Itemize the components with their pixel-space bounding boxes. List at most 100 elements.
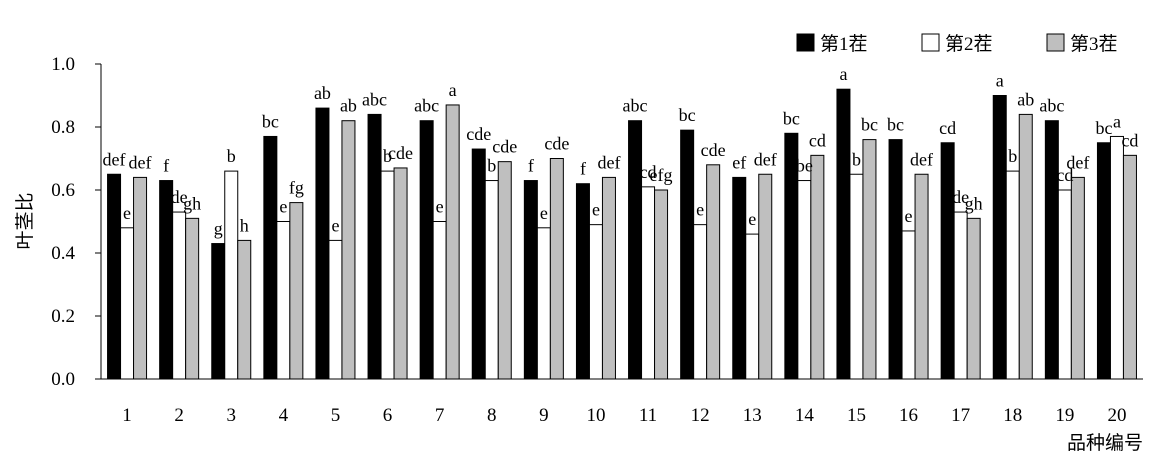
x-tick-label: 9 [539, 405, 549, 426]
significance-letter: e [279, 197, 287, 217]
significance-letter: a [839, 64, 847, 84]
significance-letter: ab [314, 83, 331, 103]
bar-3-1 [133, 176, 148, 380]
significance-letter: fg [289, 178, 304, 198]
significance-letter: cde [544, 134, 569, 154]
bar-1-3 [211, 243, 226, 380]
significance-letter: a [1113, 111, 1121, 131]
bar-2-4 [276, 221, 291, 380]
x-tick-label: 20 [1107, 405, 1126, 426]
bar-1-4 [263, 135, 278, 380]
x-axis-label: 品种编号 [1067, 432, 1143, 454]
significance-letter: e [436, 197, 444, 217]
significance-letter: e [123, 203, 131, 223]
x-tick-label: 17 [951, 405, 970, 426]
bar-1-8 [471, 148, 486, 380]
bar-2-20 [1109, 135, 1124, 380]
legend: 第1茬 第2茬 第3茬 [796, 33, 1118, 55]
bar-2-10 [588, 224, 603, 380]
significance-letter: bc [887, 115, 904, 135]
legend-swatch-series-1 [796, 33, 815, 52]
bar-1-1 [107, 173, 122, 380]
bar-1-7 [419, 120, 434, 380]
bar-2-7 [432, 221, 447, 380]
bar-2-12 [693, 224, 708, 380]
bar-3-9 [549, 158, 564, 380]
bar-3-19 [1070, 176, 1085, 380]
bars [107, 88, 1137, 380]
significance-letter: de [171, 187, 188, 207]
significance-letter: cd [809, 130, 826, 150]
significance-letter: gh [183, 193, 201, 213]
significance-letter: bc [783, 108, 800, 128]
significance-letter: cd [640, 162, 657, 182]
y-tick-label: 0.6 [51, 180, 75, 201]
significance-letter: abc [623, 96, 648, 116]
x-tick-labels: 1 2 3 4 5 6 7 8 9 10 11 12 13 14 15 16 17 18 19 20 [122, 405, 1126, 426]
x-tick-label: 6 [383, 405, 393, 426]
bar-1-5 [315, 107, 330, 380]
y-tick-label: 0.8 [51, 117, 75, 138]
bar-3-16 [914, 173, 929, 380]
x-tick-label: 14 [795, 405, 815, 426]
bar-3-6 [393, 167, 408, 380]
significance-letter: h [240, 215, 249, 235]
bar-2-1 [120, 227, 135, 380]
bar-2-16 [901, 230, 916, 380]
significance-letter: f [163, 156, 169, 176]
significance-letter: e [696, 200, 704, 220]
legend-label-series-1: 第1茬 [820, 33, 868, 55]
significance-letter: be [796, 156, 813, 176]
legend-label-series-3: 第3茬 [1070, 33, 1118, 55]
y-tick-labels: 0.0 0.2 0.4 0.6 0.8 1.0 [51, 54, 75, 390]
x-tick-label: 16 [899, 405, 918, 426]
bar-3-18 [1018, 113, 1033, 380]
significance-letter: abc [362, 89, 387, 109]
significance-letter: e [331, 215, 339, 235]
significance-letter: f [528, 156, 534, 176]
bar-1-20 [1096, 142, 1111, 380]
bar-2-15 [849, 173, 864, 380]
x-tick-label: 11 [639, 405, 657, 426]
y-tick-label: 0.4 [51, 243, 75, 264]
significance-letter: b [1008, 146, 1017, 166]
significance-letter: def [1066, 152, 1089, 172]
legend-label-series-2: 第2茬 [945, 33, 993, 55]
significance-letter: b [383, 146, 392, 166]
significance-letter: a [996, 71, 1004, 91]
bar-3-2 [185, 217, 200, 380]
significance-letter: e [592, 200, 600, 220]
bar-1-11 [628, 120, 643, 380]
significance-letter: def [754, 149, 777, 169]
x-tick-label: 13 [743, 405, 762, 426]
bar-2-2 [172, 211, 187, 380]
significance-letter: cd [1121, 130, 1138, 150]
axes [95, 63, 1143, 380]
significance-letter: def [910, 149, 933, 169]
bar-3-4 [289, 202, 304, 380]
bar-1-19 [1044, 120, 1059, 380]
x-tick-label: 7 [435, 405, 445, 426]
bar-3-12 [706, 164, 721, 380]
bar-2-18 [1005, 170, 1020, 380]
significance-letter: abc [1039, 96, 1064, 116]
significance-letter: def [103, 149, 126, 169]
legend-swatch-series-2 [921, 33, 940, 52]
legend-swatch-series-3 [1046, 33, 1065, 52]
significance-letter: ab [340, 96, 357, 116]
x-tick-label: 15 [847, 405, 866, 426]
significance-letter: bc [262, 111, 279, 131]
bar-2-14 [797, 180, 812, 380]
significance-letter: ab [1017, 89, 1034, 109]
bar-1-15 [836, 88, 851, 380]
bar-1-18 [992, 95, 1007, 380]
bar-3-8 [497, 161, 512, 380]
significance-letter: def [597, 152, 620, 172]
x-tick-label: 18 [1003, 405, 1022, 426]
significance-letter: g [214, 219, 223, 239]
significance-letter: b [852, 149, 861, 169]
significance-letter: abc [414, 96, 439, 116]
bar-3-10 [601, 176, 616, 380]
